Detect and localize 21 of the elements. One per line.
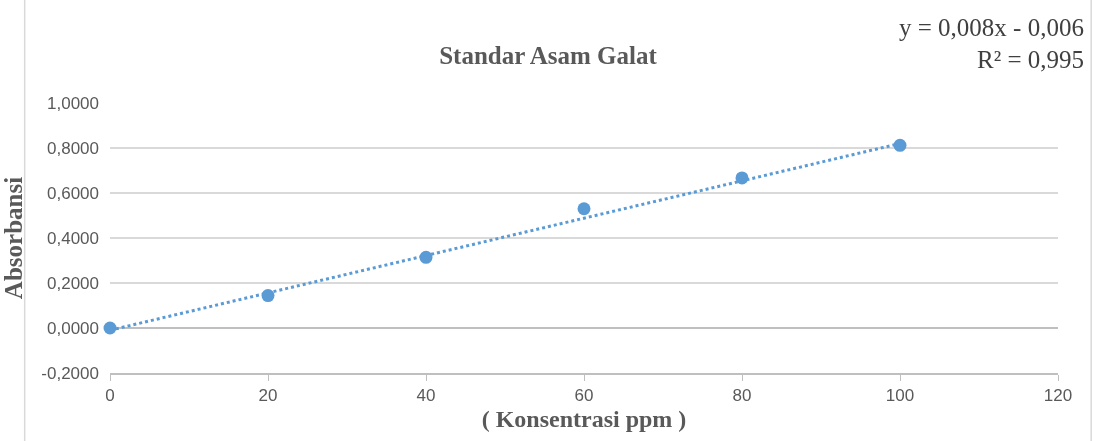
y-tick-label: 0,0000 xyxy=(47,318,99,338)
text: y = 0,008x - 0,006 xyxy=(899,14,1084,41)
point xyxy=(893,138,907,152)
x-tick-label: 100 xyxy=(885,386,915,406)
x-tick-label: 0 xyxy=(105,386,115,406)
x-tick-label: 20 xyxy=(258,386,278,406)
y-tick-label: 1,0000 xyxy=(47,93,99,113)
y-tick-label: 0,8000 xyxy=(47,138,99,158)
x-tick-label: 60 xyxy=(574,386,594,406)
y-tick-label: 0,6000 xyxy=(47,183,99,203)
text: R² = 0,995 xyxy=(977,46,1085,73)
x-tick-label: 120 xyxy=(1043,386,1073,406)
x-tick-label: 40 xyxy=(416,386,436,406)
y-tick-label: 0,2000 xyxy=(47,273,99,293)
x-axis-title: ( Konsentrasi ppm ) xyxy=(481,405,687,432)
x-tick-label: 80 xyxy=(732,386,752,406)
y-tick-label: -0,2000 xyxy=(41,363,99,383)
chart-title: Standar Asam Galat xyxy=(439,41,658,69)
y-tick-label: 0,4000 xyxy=(47,228,99,248)
point xyxy=(577,202,591,216)
y-axis-title: Absorbansi xyxy=(0,176,27,300)
